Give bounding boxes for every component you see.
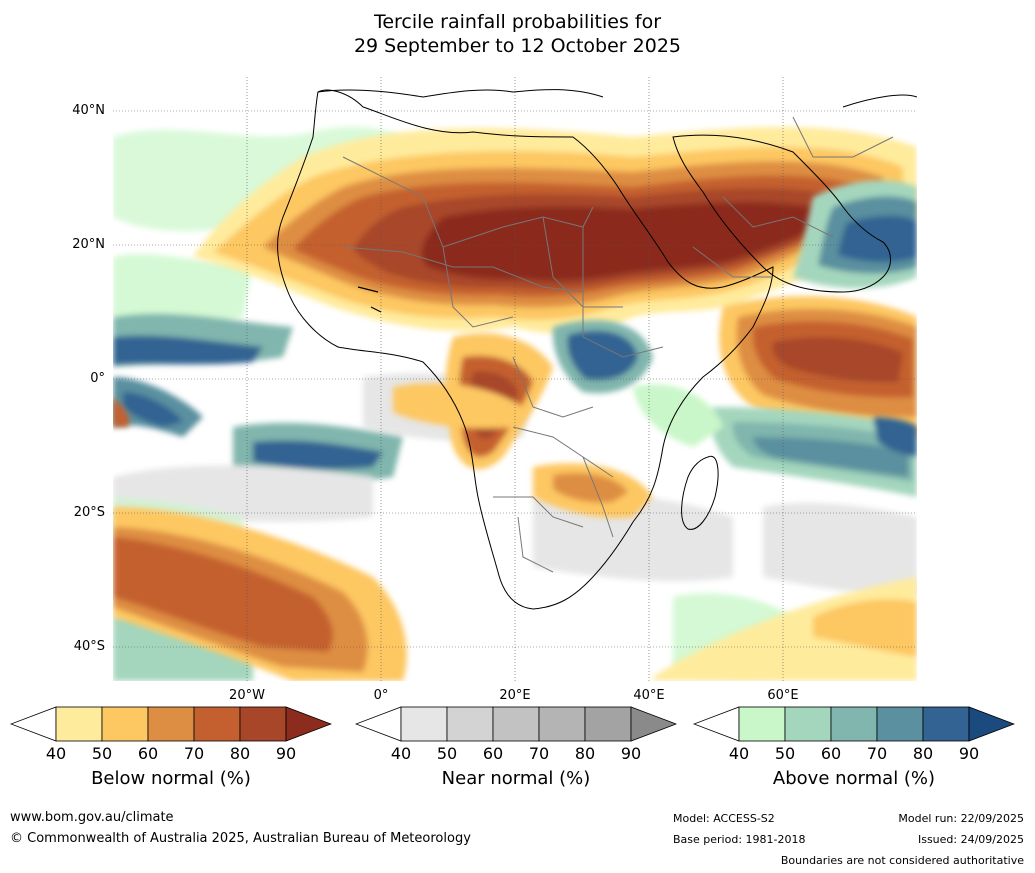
colorbar-cell bbox=[922, 706, 970, 742]
colorbar-extend-high bbox=[968, 706, 1015, 742]
colorbar-tick-label: 80 bbox=[912, 744, 934, 763]
title-line-1: Tercile rainfall probabilities for bbox=[373, 11, 662, 33]
colorbar-tick-label: 60 bbox=[820, 744, 842, 763]
colorbar-extend-low bbox=[10, 706, 57, 742]
lat-label-20s: 20°S bbox=[73, 505, 105, 520]
footer-copyright: © Commonwealth of Australia 2025, Austra… bbox=[10, 831, 471, 846]
colorbar-cell bbox=[538, 706, 586, 742]
country-borders bbox=[342, 116, 894, 573]
colorbar-tick-label: 40 bbox=[45, 744, 67, 763]
map-panel[interactable] bbox=[113, 77, 917, 681]
footer-website[interactable]: www.bom.gov.au/climate bbox=[10, 810, 174, 825]
colorbar-cell bbox=[55, 706, 103, 742]
lat-label-20n: 20°N bbox=[72, 237, 105, 252]
above-normal-field bbox=[552, 180, 917, 497]
colorbar-cell bbox=[876, 706, 924, 742]
graticule bbox=[113, 77, 917, 681]
colorbar-extend-high bbox=[285, 706, 332, 742]
colorbar-near-label: Near normal (%) bbox=[441, 768, 591, 789]
coastlines bbox=[277, 89, 917, 610]
lat-label-40n: 40°N bbox=[72, 103, 105, 118]
colorbar-tick-label: 60 bbox=[137, 744, 159, 763]
colorbar-tick-label: 50 bbox=[91, 744, 113, 763]
colorbar-cell bbox=[492, 706, 540, 742]
colorbar-cell bbox=[147, 706, 195, 742]
colorbar-cell bbox=[830, 706, 878, 742]
colorbar-tick-label: 80 bbox=[574, 744, 596, 763]
colorbar-cell bbox=[784, 706, 832, 742]
colorbar-tick-label: 70 bbox=[183, 744, 205, 763]
colorbar-below-normal bbox=[10, 706, 332, 742]
title-line-2: 29 September to 12 October 2025 bbox=[353, 35, 682, 57]
colorbar-tick-label: 90 bbox=[958, 744, 980, 763]
footer-disclaimer: Boundaries are not considered authoritat… bbox=[780, 854, 1024, 867]
lat-label-0: 0° bbox=[90, 371, 105, 386]
lat-label-40s: 40°S bbox=[73, 639, 105, 654]
colorbar-tick-label: 70 bbox=[866, 744, 888, 763]
lon-label-40e: 40°E bbox=[633, 688, 665, 703]
below-normal-field bbox=[113, 127, 917, 681]
colorbar-cell bbox=[239, 706, 287, 742]
colorbar-cell bbox=[400, 706, 448, 742]
colorbar-below-label: Below normal (%) bbox=[91, 768, 251, 789]
colorbar-tick-label: 80 bbox=[229, 744, 251, 763]
lon-label-20w: 20°W bbox=[229, 688, 265, 703]
map-canvas bbox=[113, 77, 917, 681]
colorbar-extend-low bbox=[355, 706, 402, 742]
lon-label-0: 0° bbox=[373, 688, 389, 703]
colorbar-tick-label: 70 bbox=[528, 744, 550, 763]
footer-model-run: Model run: 22/09/2025 bbox=[898, 812, 1024, 825]
colorbar-near-normal bbox=[355, 706, 677, 742]
footer-base-period: Base period: 1981-2018 bbox=[673, 833, 806, 846]
colorbar-tick-label: 60 bbox=[482, 744, 504, 763]
colorbar-cell bbox=[446, 706, 494, 742]
colorbar-cell bbox=[193, 706, 241, 742]
colorbar-extend-low bbox=[693, 706, 740, 742]
colorbar-tick-label: 50 bbox=[436, 744, 458, 763]
colorbar-tick-label: 50 bbox=[774, 744, 796, 763]
colorbar-tick-label: 90 bbox=[275, 744, 297, 763]
colorbar-tick-label: 40 bbox=[390, 744, 412, 763]
footer-issued: Issued: 24/09/2025 bbox=[917, 833, 1024, 846]
colorbar-tick-label: 90 bbox=[620, 744, 642, 763]
map-title: Tercile rainfall probabilities for 29 Se… bbox=[0, 10, 1035, 58]
colorbar-above-normal bbox=[693, 706, 1015, 742]
colorbar-extend-high bbox=[630, 706, 677, 742]
colorbar-cell bbox=[101, 706, 149, 742]
footer-model: Model: ACCESS-S2 bbox=[673, 812, 775, 825]
colorbar-cell bbox=[738, 706, 786, 742]
colorbar-tick-label: 40 bbox=[728, 744, 750, 763]
lon-label-20e: 20°E bbox=[499, 688, 531, 703]
colorbar-above-label: Above normal (%) bbox=[772, 768, 936, 789]
lon-label-60e: 60°E bbox=[767, 688, 799, 703]
colorbar-cell bbox=[584, 706, 632, 742]
